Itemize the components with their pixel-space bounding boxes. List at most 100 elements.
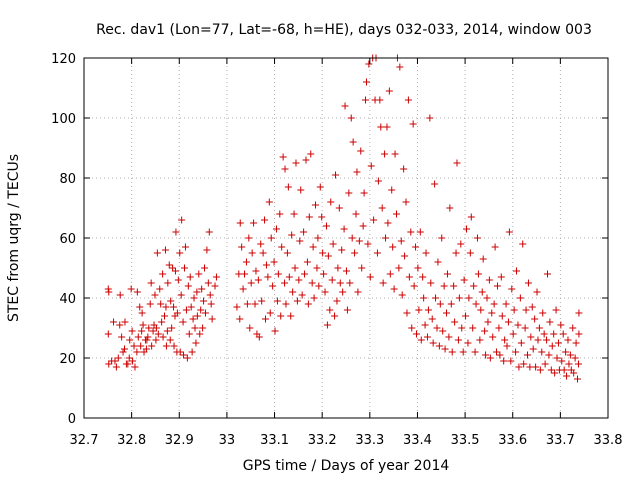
data-point (422, 249, 430, 257)
data-point (339, 288, 347, 296)
data-point (154, 330, 162, 338)
data-point (439, 327, 447, 335)
data-point (121, 318, 129, 326)
data-point (385, 87, 393, 95)
data-point (323, 321, 331, 329)
data-point (318, 213, 326, 221)
data-point (403, 309, 411, 317)
data-point (383, 123, 391, 131)
data-point (472, 300, 480, 308)
data-point (187, 303, 195, 311)
data-point (476, 336, 484, 344)
data-point (276, 210, 284, 218)
data-point (504, 318, 512, 326)
data-point (486, 354, 494, 362)
data-point (389, 243, 397, 251)
data-point (364, 240, 372, 248)
data-point (105, 288, 113, 296)
data-point (513, 267, 521, 275)
data-point (563, 372, 571, 380)
data-point (443, 270, 451, 278)
data-point (170, 342, 178, 350)
data-point (156, 285, 164, 293)
data-point (281, 165, 289, 173)
data-point (290, 210, 298, 218)
data-point (569, 324, 577, 332)
data-point (477, 306, 485, 314)
x-tick-label: 33.4 (403, 433, 432, 448)
data-point (297, 186, 305, 194)
data-point (528, 303, 536, 311)
data-point (246, 324, 254, 332)
data-point (496, 351, 504, 359)
data-point (138, 327, 146, 335)
data-point (169, 264, 177, 272)
data-point (400, 165, 408, 173)
data-point (314, 234, 322, 242)
data-point (116, 321, 124, 329)
data-point (343, 306, 351, 314)
data-point (292, 159, 300, 167)
data-point (252, 267, 260, 275)
data-point (261, 315, 269, 323)
data-point (301, 270, 309, 278)
data-point (559, 330, 567, 338)
data-point (358, 264, 366, 272)
data-point (531, 315, 539, 323)
data-point (386, 270, 394, 278)
data-point (159, 270, 167, 278)
data-point (427, 279, 435, 287)
data-point (243, 300, 251, 308)
data-point (315, 282, 323, 290)
data-point (149, 327, 157, 335)
data-point (522, 306, 530, 314)
data-point (436, 300, 444, 308)
data-point (381, 150, 389, 158)
data-point (453, 159, 461, 167)
data-point (300, 228, 308, 236)
data-point (474, 270, 482, 278)
data-point (571, 354, 579, 362)
data-point (373, 249, 381, 257)
data-point (126, 336, 134, 344)
data-point (509, 330, 517, 338)
data-point (146, 300, 154, 308)
data-point (359, 222, 367, 230)
data-points (104, 54, 583, 383)
data-point (524, 279, 532, 287)
data-point (354, 288, 362, 296)
data-point (105, 360, 113, 368)
data-point (478, 288, 486, 296)
data-point (161, 312, 169, 320)
y-tick-label: 20 (59, 352, 76, 367)
data-point (508, 285, 516, 293)
data-point (157, 300, 165, 308)
data-point (207, 300, 215, 308)
data-point (261, 216, 269, 224)
data-point (269, 282, 277, 290)
data-point (367, 162, 375, 170)
data-point (199, 324, 207, 332)
x-tick-label: 33 (219, 433, 236, 448)
data-point (171, 267, 179, 275)
x-tick-label: 32.8 (117, 433, 146, 448)
data-point (413, 330, 421, 338)
data-point (544, 270, 552, 278)
data-point (212, 273, 220, 281)
data-point (137, 342, 145, 350)
data-point (348, 234, 356, 242)
data-point (552, 306, 560, 314)
x-tick-label: 33.6 (498, 433, 527, 448)
data-point (159, 333, 167, 341)
data-point (417, 336, 425, 344)
data-point (335, 204, 343, 212)
data-point (351, 249, 359, 257)
data-point (365, 60, 373, 68)
data-point (404, 96, 412, 104)
data-point (124, 360, 132, 368)
data-point (172, 228, 180, 236)
data-point (192, 339, 200, 347)
data-point (357, 147, 365, 155)
data-point (177, 291, 185, 299)
data-point (245, 234, 253, 242)
